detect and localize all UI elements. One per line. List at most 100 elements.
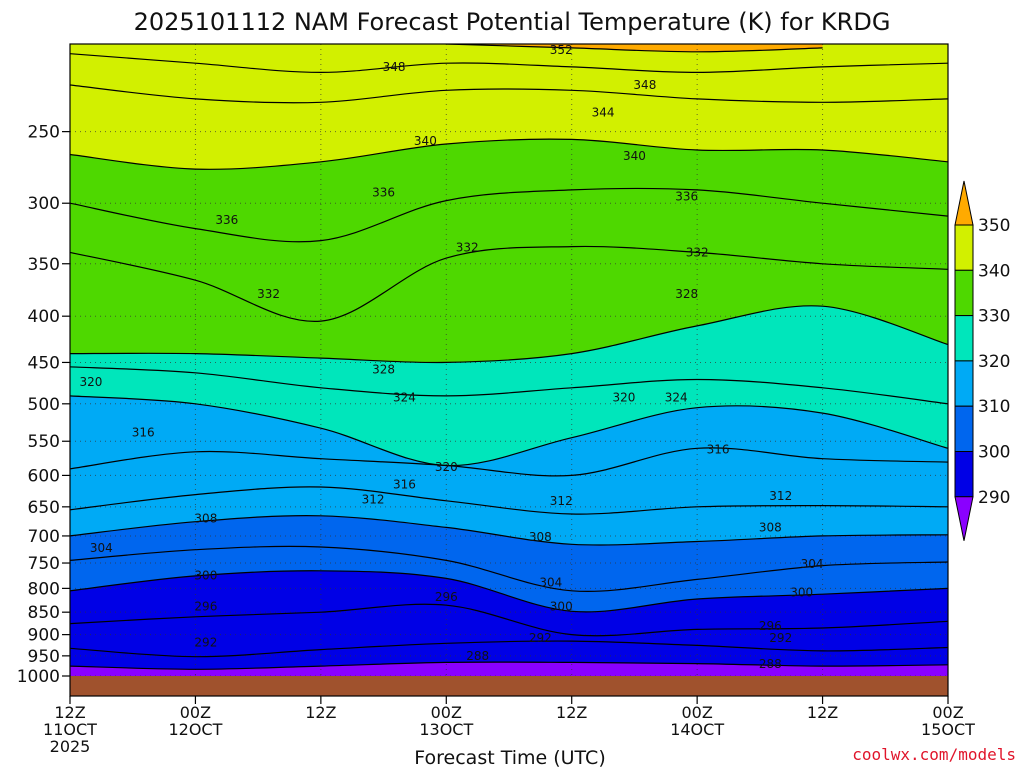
contour-label: 300 bbox=[790, 585, 813, 599]
plot-area: 352 348 348 344 340 340 336 336 336 332 332 332 328 3… bbox=[69, 43, 949, 697]
y-tick-label: 400 bbox=[28, 307, 60, 327]
colorbar-band bbox=[954, 405, 974, 453]
contour-label: 324 bbox=[665, 390, 688, 404]
y-tick-label: 800 bbox=[28, 579, 60, 599]
contour-label: 292 bbox=[769, 631, 792, 645]
y-tick-label: 700 bbox=[28, 527, 60, 547]
x-tick-label: 2025 bbox=[50, 737, 91, 756]
contour-label: 316 bbox=[132, 426, 155, 440]
contour-label: 328 bbox=[372, 362, 395, 376]
y-tick-label: 1000 bbox=[17, 667, 60, 687]
credit-text: coolwx.com/models bbox=[852, 745, 1016, 764]
colorbar-band bbox=[954, 451, 974, 498]
contour-label: 308 bbox=[759, 520, 782, 534]
contour-label: 316 bbox=[393, 477, 416, 491]
contour-label: 348 bbox=[633, 78, 656, 92]
colorbar-label: 320 bbox=[978, 352, 1010, 372]
x-tick-label: 14OCT bbox=[670, 720, 724, 739]
x-tick-label: 00Z bbox=[932, 703, 963, 722]
colorbar-band bbox=[954, 224, 974, 271]
contour-line-348 bbox=[70, 53, 948, 74]
colorbar-cap-bottom bbox=[954, 496, 974, 541]
contour-line-296 bbox=[70, 603, 948, 637]
contour-label: 320 bbox=[613, 390, 636, 404]
contour-label: 312 bbox=[362, 493, 385, 507]
x-tick-label: 12OCT bbox=[168, 720, 222, 739]
contour-label: 320 bbox=[435, 460, 458, 474]
contour-label: 316 bbox=[707, 443, 730, 457]
colorbar-label: 300 bbox=[978, 443, 1010, 463]
contour-line-312 bbox=[70, 486, 948, 515]
colorbar: 290 300 310 320 330 340 350 bbox=[954, 180, 1010, 541]
colorbar-band bbox=[954, 269, 974, 317]
contour-label: 344 bbox=[592, 105, 615, 119]
contour-label: 304 bbox=[539, 575, 562, 589]
y-tick-label: 500 bbox=[28, 395, 60, 415]
y-axis: 250 300 350 400 450 500 550 600 650 700 750 800 850 9… bbox=[17, 123, 70, 687]
contour-line-308 bbox=[70, 515, 948, 546]
colorbar-label: 290 bbox=[978, 488, 1010, 508]
contour-label: 336 bbox=[215, 213, 238, 227]
ground-strip bbox=[70, 676, 948, 696]
contour-label: 296 bbox=[435, 590, 458, 604]
fill-band-288 bbox=[70, 662, 948, 676]
contour-label: 304 bbox=[90, 541, 113, 555]
contour-line-336 bbox=[70, 187, 948, 243]
contour-line-324 bbox=[70, 366, 948, 405]
x-tick-label: 00Z bbox=[180, 703, 211, 722]
colorbar-band bbox=[954, 360, 974, 407]
y-tick-label: 850 bbox=[28, 603, 60, 623]
plot-frame bbox=[69, 43, 949, 697]
x-tick-label: 00Z bbox=[431, 703, 462, 722]
contour-label: 308 bbox=[529, 530, 552, 544]
x-tick-label: 13OCT bbox=[419, 720, 473, 739]
contour-label: 348 bbox=[383, 60, 406, 74]
contour-label: 352 bbox=[550, 43, 573, 57]
x-tick-label: 12Z bbox=[54, 703, 85, 722]
x-tick-label: 00Z bbox=[681, 703, 712, 722]
colorbar-label: 340 bbox=[978, 261, 1010, 281]
y-tick-label: 650 bbox=[28, 498, 60, 518]
colorbar-label: 310 bbox=[978, 397, 1010, 417]
colorbar-label: 350 bbox=[978, 216, 1010, 236]
contour-fills bbox=[70, 44, 948, 676]
contour-label: 332 bbox=[257, 287, 280, 301]
contour-lines bbox=[70, 44, 948, 670]
x-tick-label: 12Z bbox=[556, 703, 587, 722]
contour-label: 324 bbox=[393, 390, 416, 404]
contour-line-316 bbox=[70, 447, 948, 477]
contour-line-332 bbox=[70, 245, 948, 322]
y-tick-label: 950 bbox=[28, 647, 60, 667]
x-tick-label: 12Z bbox=[305, 703, 336, 722]
y-tick-label: 750 bbox=[28, 554, 60, 574]
contour-line-320 bbox=[70, 395, 948, 467]
y-tick-label: 900 bbox=[28, 626, 60, 646]
contour-label: 296 bbox=[194, 600, 217, 614]
contour-label: 296 bbox=[759, 619, 782, 633]
x-tick-label: 15OCT bbox=[921, 720, 975, 739]
y-tick-label: 350 bbox=[28, 255, 60, 275]
colorbar-label: 330 bbox=[978, 307, 1010, 327]
contour-label: 320 bbox=[79, 375, 102, 389]
contour-line-328 bbox=[70, 305, 948, 364]
contour-label: 288 bbox=[759, 657, 782, 671]
contour-line-292 bbox=[70, 640, 948, 658]
contour-label: 312 bbox=[550, 494, 573, 508]
contour-label: 300 bbox=[550, 600, 573, 614]
x-tick-label: 12Z bbox=[807, 703, 838, 722]
y-tick-label: 550 bbox=[28, 432, 60, 452]
contour-label: 308 bbox=[194, 512, 217, 526]
x-axis-label: Forecast Time (UTC) bbox=[414, 747, 605, 768]
y-tick-label: 450 bbox=[28, 353, 60, 373]
colorbar-band bbox=[954, 315, 974, 362]
contour-line-352 bbox=[446, 44, 823, 53]
contour-labels: 352 348 348 344 340 340 336 336 336 332 332 332 328 3… bbox=[79, 43, 823, 671]
contour-label: 332 bbox=[456, 241, 479, 255]
contour-label: 312 bbox=[769, 489, 792, 503]
contour-line-304 bbox=[70, 545, 948, 592]
contour-label: 292 bbox=[194, 635, 217, 649]
contour-label: 336 bbox=[675, 190, 698, 204]
contour-label: 336 bbox=[372, 186, 395, 200]
